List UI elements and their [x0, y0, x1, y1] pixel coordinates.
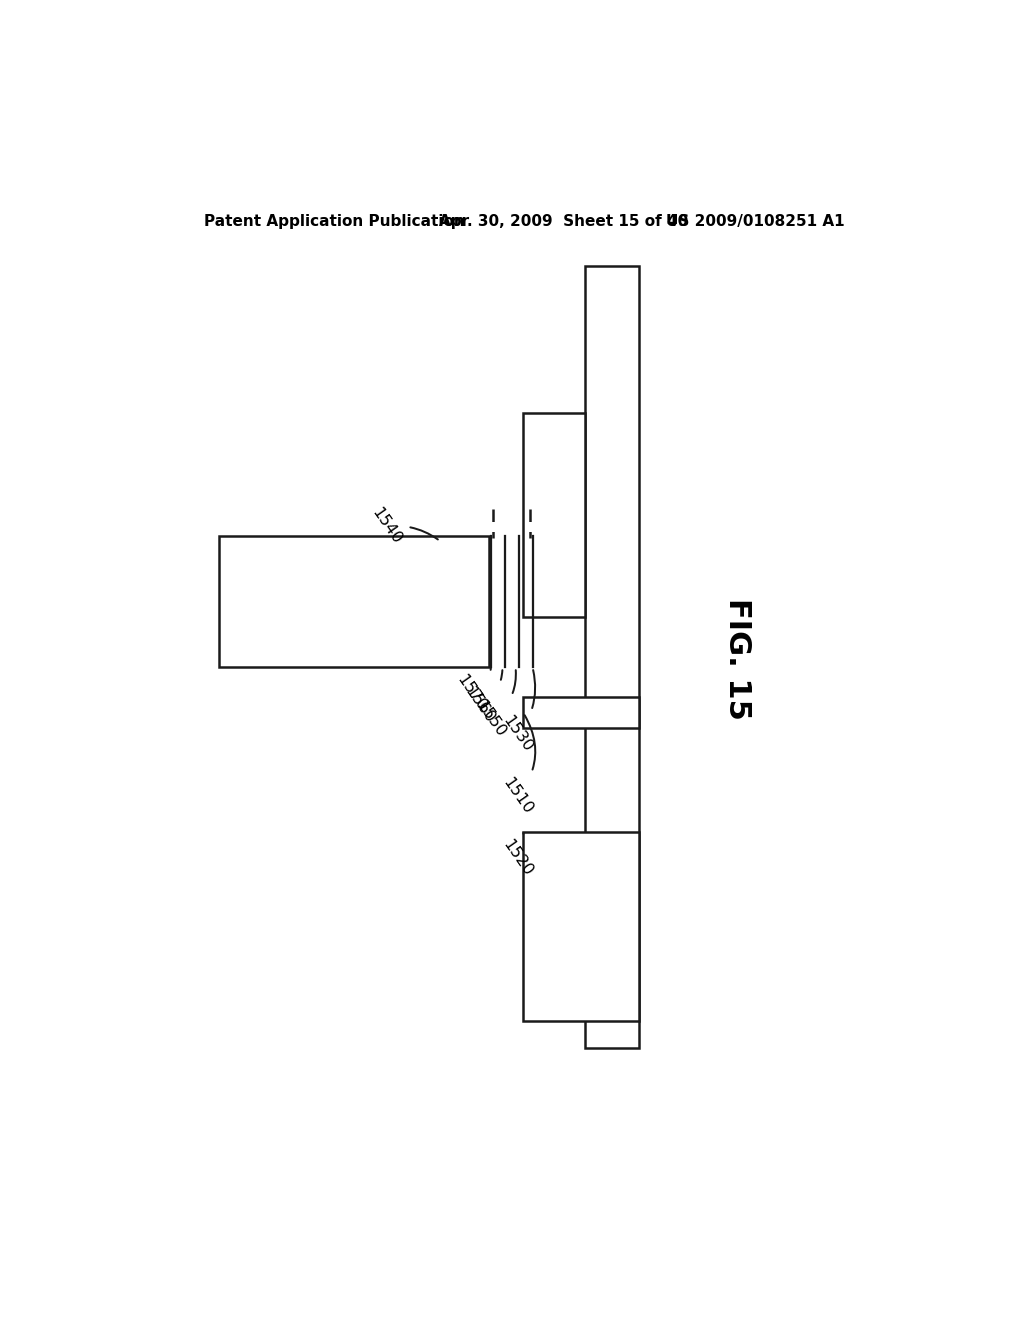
Bar [219, 536, 488, 667]
Text: 1510: 1510 [500, 715, 536, 817]
Bar [523, 832, 639, 1020]
Bar [585, 267, 639, 1048]
Text: 1560: 1560 [462, 671, 503, 726]
Text: 1550: 1550 [473, 671, 516, 741]
Text: 1570: 1570 [454, 668, 490, 714]
Text: 1540: 1540 [370, 506, 438, 548]
Text: FIG. 15: FIG. 15 [724, 598, 753, 719]
Text: Apr. 30, 2009  Sheet 15 of 40: Apr. 30, 2009 Sheet 15 of 40 [438, 214, 688, 230]
Bar [523, 412, 585, 616]
Text: US 2009/0108251 A1: US 2009/0108251 A1 [666, 214, 845, 230]
Text: 1520: 1520 [500, 833, 536, 879]
Text: 1530: 1530 [500, 671, 536, 755]
Text: Patent Application Publication: Patent Application Publication [204, 214, 465, 230]
Bar [523, 697, 639, 729]
